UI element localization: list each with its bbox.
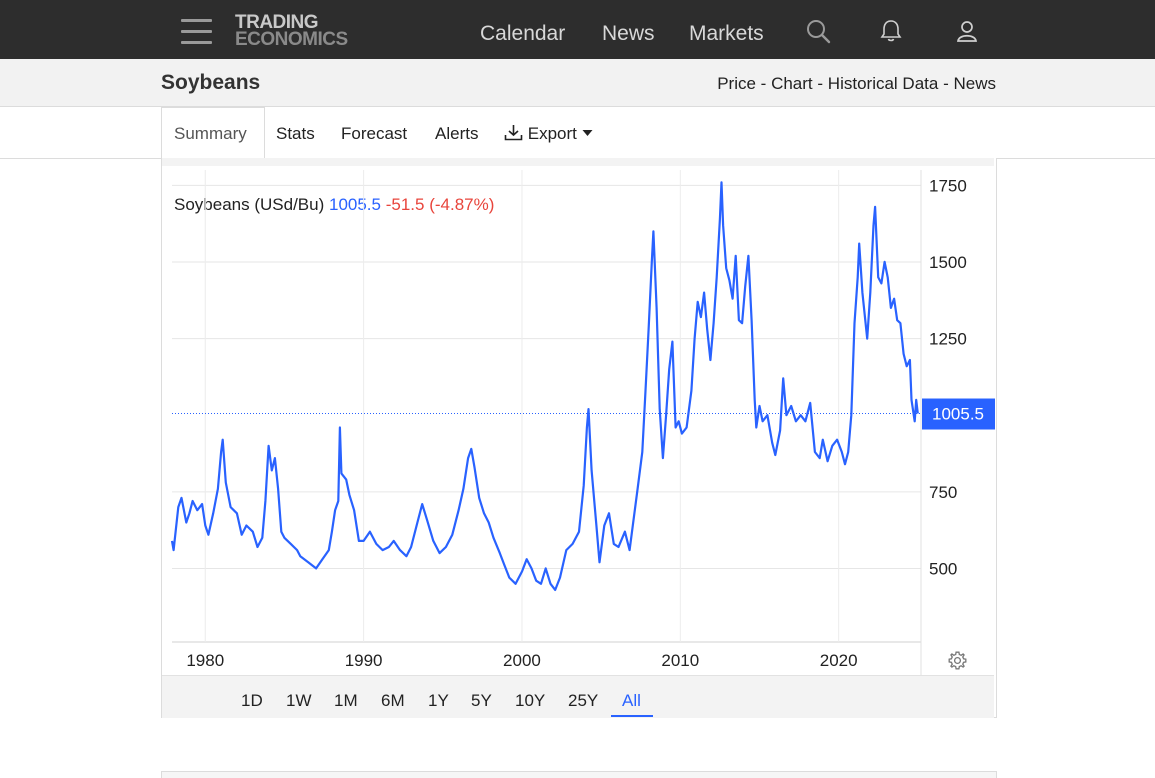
nav-news[interactable]: News — [602, 22, 655, 45]
tab-alerts[interactable]: Alerts — [435, 124, 479, 143]
breadcrumb: Price - Chart - Historical Data - News — [717, 74, 996, 94]
nav-calendar[interactable]: Calendar — [480, 22, 566, 45]
active-range-underline — [611, 715, 653, 717]
active-tab-frame — [161, 107, 265, 159]
range-10y[interactable]: 10Y — [515, 691, 546, 710]
caret-down-icon — [582, 130, 593, 136]
breadcrumb-chart[interactable]: Chart — [771, 74, 813, 93]
download-icon — [504, 125, 523, 141]
range-25y[interactable]: 25Y — [568, 691, 599, 710]
logo[interactable]: TRADING ECONOMICS — [235, 12, 348, 50]
breadcrumb-news[interactable]: News — [953, 74, 996, 93]
bell-icon[interactable] — [878, 18, 904, 44]
logo-line1: TRADING — [235, 12, 319, 33]
breadcrumb-separator: - — [760, 74, 767, 93]
user-icon[interactable] — [954, 18, 980, 44]
breadcrumb-price[interactable]: Price — [717, 74, 756, 93]
tab-stats[interactable]: Stats — [276, 124, 315, 143]
breadcrumb-separator: - — [817, 74, 824, 93]
range-5y[interactable]: 5Y — [471, 691, 492, 710]
gear-icon[interactable] — [947, 650, 968, 671]
next-section-card — [161, 771, 997, 778]
chart-change: -51.5 (-4.87%) — [385, 195, 495, 214]
breadcrumb-historical-data[interactable]: Historical Data — [827, 74, 939, 93]
chart-top-strip — [162, 158, 994, 166]
chart-last-value: 1005.5 — [328, 195, 381, 214]
range-6m[interactable]: 6M — [381, 691, 405, 710]
logo-line2: ECONOMICS — [235, 29, 348, 50]
tab-summary[interactable]: Summary — [174, 124, 247, 143]
range-selector — [162, 675, 994, 718]
tab-forecast[interactable]: Forecast — [341, 124, 408, 143]
range-all[interactable]: All — [622, 691, 641, 710]
range-1m[interactable]: 1M — [334, 691, 358, 710]
page-title: Soybeans — [161, 71, 261, 94]
nav-markets[interactable]: Markets — [689, 22, 764, 45]
tab-export[interactable]: Export — [504, 124, 593, 144]
search-icon[interactable] — [805, 18, 831, 44]
breadcrumb-separator: - — [943, 74, 949, 93]
range-1y[interactable]: 1Y — [428, 691, 449, 710]
chart-card — [161, 158, 997, 718]
export-label: Export — [527, 124, 577, 143]
chart-header: Soybeans (USd/Bu) 1005.5 -51.5 (-4.87%) — [174, 195, 494, 215]
top-nav-bar: TRADING ECONOMICS Calendar News Markets — [0, 0, 1155, 59]
range-1w[interactable]: 1W — [286, 691, 312, 710]
range-1d[interactable]: 1D — [241, 691, 263, 710]
chart-name: Soybeans (USd/Bu) — [174, 195, 325, 214]
page-subheader — [0, 59, 1155, 107]
menu-icon[interactable] — [181, 19, 212, 45]
